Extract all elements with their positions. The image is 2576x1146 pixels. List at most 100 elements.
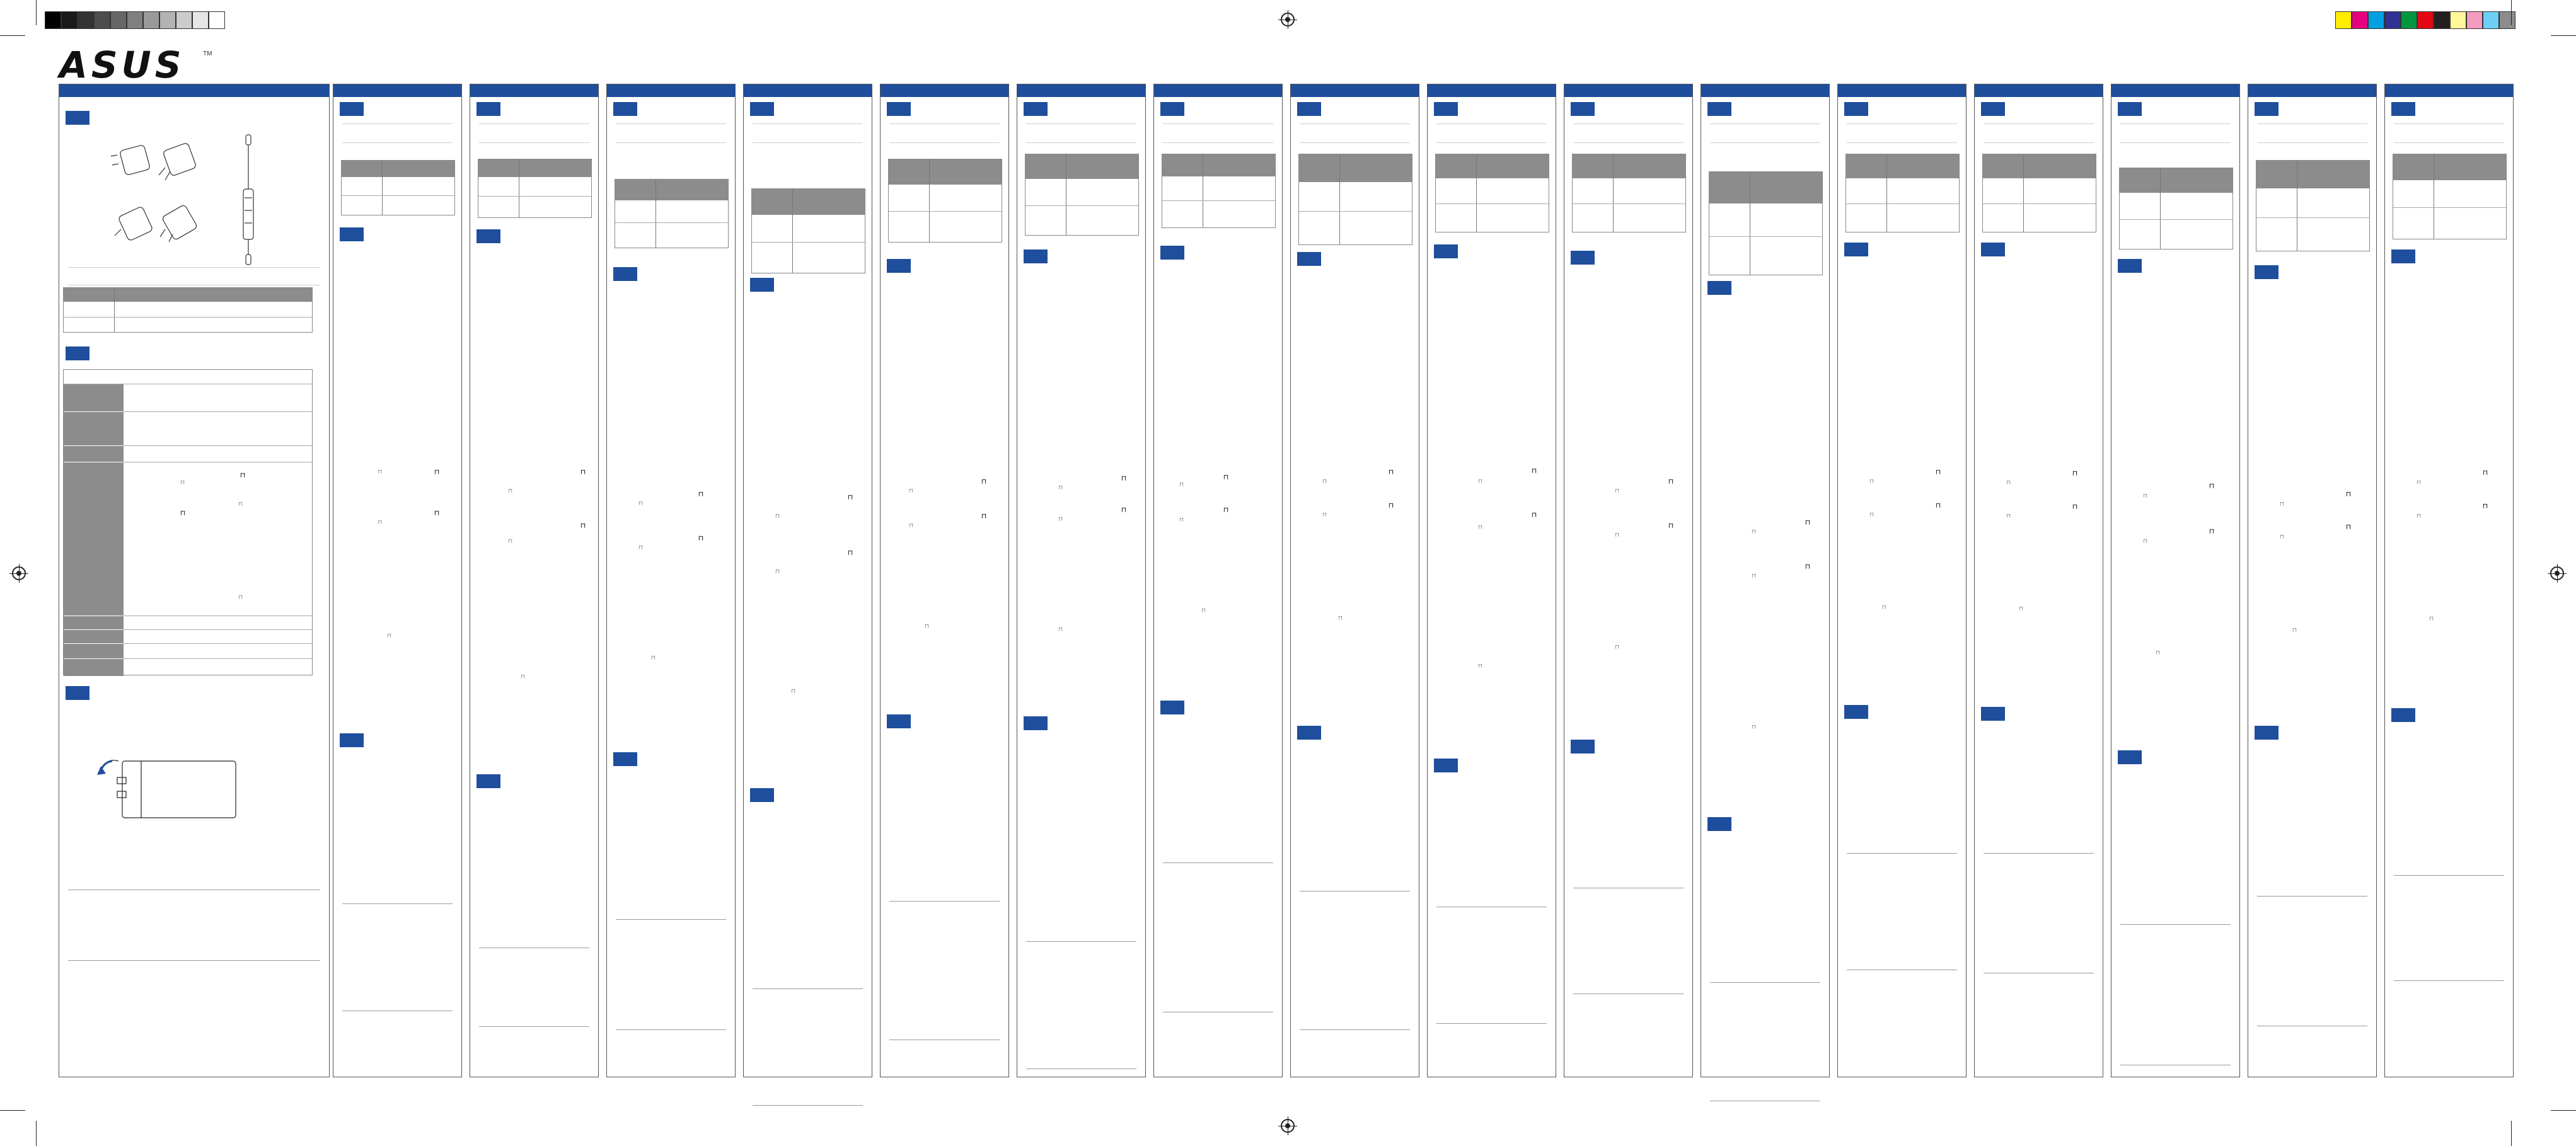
plug-type-mark: ㄇ <box>1752 725 1756 730</box>
plug-type-mark: ㄇ <box>638 546 643 550</box>
section-badge <box>1707 281 1731 295</box>
plug-folding-illustration <box>97 760 236 818</box>
panel-header-bar <box>1838 84 1966 97</box>
plug-type-mark: ㄇ <box>1478 664 1482 668</box>
gray-swatch <box>209 11 225 29</box>
manual-panel-language: ㄇㄇㄇㄇㄇ <box>1153 84 1283 1077</box>
divider <box>1436 1023 1547 1024</box>
registration-mark-right <box>2548 564 2567 583</box>
divider <box>479 1026 589 1027</box>
panel-header-bar <box>881 84 1008 97</box>
crop-mark <box>36 1121 37 1146</box>
section-badge <box>340 227 364 241</box>
section-badge <box>750 278 774 292</box>
plug-type-mark: ㄇ <box>1532 468 1537 474</box>
plug-type-mark: ㄇ <box>1805 520 1810 525</box>
divider <box>1163 123 1273 124</box>
divider <box>479 142 589 143</box>
plug-type-mark: ㄇ <box>1668 479 1673 484</box>
manual-panel-language: ㄇㄇㄇㄇㄇ <box>1974 84 2103 1077</box>
divider <box>2257 123 2367 124</box>
manual-panel-language: ㄇㄇㄇㄇㄇ <box>743 84 872 1106</box>
divider <box>342 123 453 124</box>
section-badge <box>613 102 637 116</box>
registration-mark-left <box>9 564 28 583</box>
manual-panel-language: ㄇㄇㄇㄇㄇ <box>1290 84 1419 1077</box>
section-badge <box>2391 708 2415 722</box>
plug-type-mark: ㄇ <box>651 656 656 660</box>
divider <box>1026 123 1136 124</box>
plug-type-mark: ㄇ <box>2072 471 2077 476</box>
divider <box>753 123 863 124</box>
divider <box>2394 123 2504 124</box>
plug-type-mark: ㄇ <box>909 489 913 493</box>
crop-mark <box>2511 0 2512 25</box>
section-badge <box>2391 249 2415 263</box>
plug-type-mark: ㄇ <box>580 523 586 529</box>
manual-panel-language: ㄇㄇㄇㄇㄇ <box>2111 84 2240 1077</box>
section-badge <box>613 267 637 281</box>
plug-type-mark: ㄇ <box>1179 518 1184 522</box>
gray-swatch <box>159 11 176 29</box>
plug-type-mark: ㄇ <box>2006 514 2011 519</box>
divider <box>1984 853 2094 854</box>
section-badge <box>2118 102 2142 116</box>
gray-swatch <box>45 11 61 29</box>
panel-header-bar <box>607 84 735 97</box>
section-badge <box>1297 726 1321 740</box>
crop-mark <box>36 0 37 25</box>
plug-type-mark: ㄇ <box>2006 481 2011 485</box>
plug-type-mark: ㄇ <box>775 570 780 574</box>
divider <box>1436 123 1547 124</box>
divider <box>1026 941 1136 942</box>
color-swatch <box>2499 11 2515 29</box>
plug-type-mark: ㄇ <box>1615 645 1619 650</box>
section-badge <box>477 229 500 243</box>
plug-type-mark: ㄇ <box>1338 616 1343 621</box>
plug-type-mark: ㄇ <box>698 491 703 497</box>
color-swatch <box>2384 11 2401 29</box>
divider <box>616 1029 726 1030</box>
panel-header-bar <box>1291 84 1419 97</box>
plug-type-mark: ㄇ <box>1752 574 1756 578</box>
plug-type-mark: ㄇ <box>2429 617 2434 621</box>
plug-type-mark: ㄇ <box>1389 503 1394 508</box>
plug-type-mark: ㄇ <box>1058 517 1063 522</box>
plug-type-mark: ㄇ <box>1389 469 1394 475</box>
plug-type-mark: ㄇ <box>2417 514 2421 519</box>
panel-header-bar <box>470 84 598 97</box>
plug-type-mark: ㄇ <box>1223 507 1228 513</box>
gray-swatch <box>127 11 143 29</box>
crop-mark <box>0 35 25 36</box>
section-badge <box>750 788 774 802</box>
spec-table <box>478 159 592 218</box>
section-badge <box>1297 102 1321 116</box>
divider <box>1710 142 1820 143</box>
divider <box>616 919 726 920</box>
divider <box>2257 142 2367 143</box>
section-badge <box>1024 249 1048 263</box>
plug-type-mark: ㄇ <box>1478 525 1482 530</box>
color-swatch <box>2417 11 2434 29</box>
trademark-mark: TM <box>203 50 212 57</box>
plug-type-mark: ㄇ <box>1179 483 1184 487</box>
plug-type-mark: ㄇ <box>698 536 703 541</box>
divider <box>2394 875 2504 876</box>
plug-type-mark: ㄇ <box>1668 523 1673 529</box>
divider <box>1300 142 1410 143</box>
section-badge <box>1571 740 1595 753</box>
divider <box>1026 142 1136 143</box>
plug-type-mark: ㄇ <box>580 469 586 475</box>
plug-type-mark: ㄇ <box>791 689 795 694</box>
color-swatch <box>2483 11 2499 29</box>
plug-type-mark: ㄇ <box>2346 491 2351 497</box>
section-badge <box>1160 102 1184 116</box>
section-badge <box>887 259 911 273</box>
section-badge <box>340 733 364 747</box>
plug-type-mark: ㄇ <box>1752 530 1756 534</box>
grayscale-calibration-bar <box>45 11 225 29</box>
section-badge <box>2255 102 2279 116</box>
section-badge <box>2118 259 2142 273</box>
manual-panel-language: ㄇㄇㄇㄇㄇ <box>2248 84 2377 1077</box>
spec-table <box>1845 154 1960 232</box>
